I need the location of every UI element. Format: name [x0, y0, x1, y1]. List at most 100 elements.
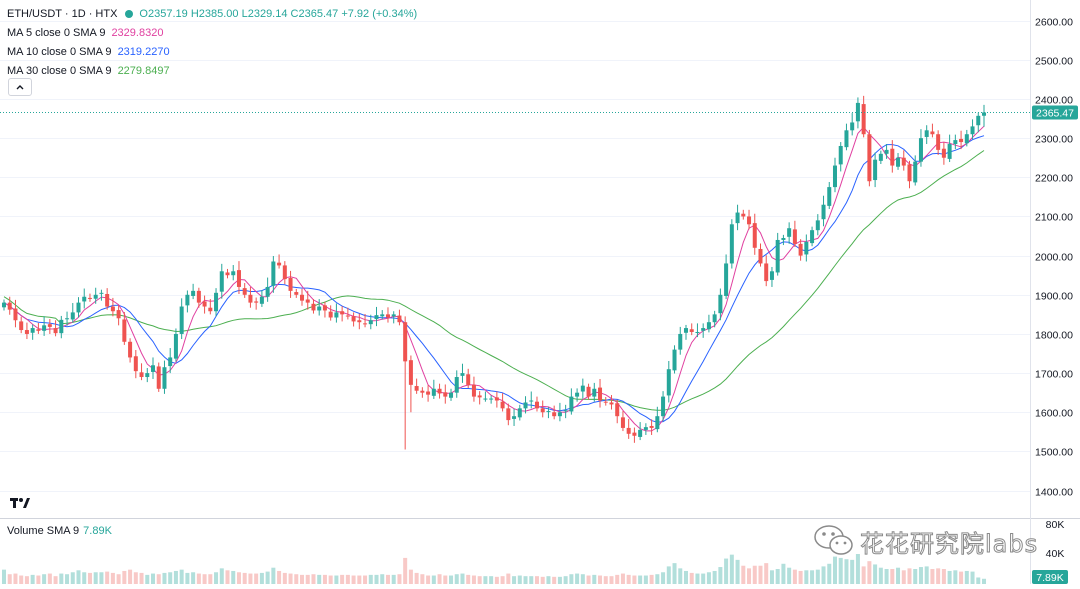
price-axis[interactable]: 1400.00 1500.00 1600.00 1700.00 1800.00 1900.…: [1035, 17, 1073, 499]
volume-bar: [769, 570, 774, 584]
candle: [351, 312, 356, 327]
volume-bar: [282, 572, 287, 584]
volume-bar: [884, 569, 889, 584]
volume-bar: [426, 575, 431, 584]
volume-bar: [105, 571, 110, 584]
volume-bar: [655, 574, 660, 584]
candle: [517, 404, 522, 421]
volume-bar: [718, 567, 723, 584]
volume-bar: [936, 568, 941, 584]
candle: [19, 316, 24, 334]
volume-bar: [850, 559, 855, 584]
candle: [179, 298, 184, 340]
volume-bar: [598, 575, 603, 584]
candle: [701, 323, 706, 338]
candle: [151, 357, 156, 379]
candle: [42, 316, 47, 336]
ma30-legend[interactable]: MA 30 close 0 SMA 9 2279.8497: [7, 62, 417, 81]
price-tick-label: 2500.00: [1035, 56, 1073, 68]
candle: [431, 379, 436, 399]
candle: [202, 295, 207, 314]
candle: [781, 234, 786, 246]
candle: [317, 299, 322, 316]
volume-bar: [42, 574, 47, 584]
candle: [420, 387, 425, 398]
volume-bar: [414, 572, 419, 584]
candle: [724, 254, 729, 300]
volume-bar: [970, 571, 975, 584]
volume-bar: [609, 576, 614, 584]
volume-bar: [288, 573, 293, 584]
candle: [598, 378, 603, 408]
volume-bar: [351, 575, 356, 584]
candle: [1, 299, 7, 311]
volume-bar: [494, 576, 499, 584]
candle: [397, 309, 402, 326]
candle: [878, 150, 883, 164]
volume-bar: [896, 567, 901, 584]
candle: [718, 288, 723, 321]
volume-bar: [368, 574, 373, 584]
candle: [483, 391, 488, 402]
candle: [259, 290, 264, 307]
volume-bar: [792, 569, 797, 584]
volume-bar: [156, 574, 161, 584]
volume-bar: [546, 576, 551, 584]
candle: [981, 104, 987, 127]
price-tick-label: 1700.00: [1035, 369, 1073, 381]
volume-bars: [1, 554, 987, 584]
candle: [403, 316, 408, 450]
volume-bar: [420, 574, 425, 584]
candle: [810, 226, 815, 247]
candle: [523, 396, 528, 414]
volume-bar: [437, 574, 442, 584]
ma5-legend[interactable]: MA 5 close 0 SMA 9 2329.8320: [7, 24, 417, 43]
volume-bar: [827, 563, 832, 584]
ma30-value: 2279.8497: [117, 65, 170, 77]
high-value: H2385.00: [190, 8, 239, 20]
volume-bar: [19, 575, 24, 584]
candle: [552, 405, 557, 420]
volume-bar: [225, 570, 230, 584]
tradingview-logo[interactable]: [8, 492, 32, 512]
candle: [747, 209, 752, 230]
volume-legend[interactable]: Volume SMA 9 7.89K: [7, 525, 112, 537]
collapse-legend-button[interactable]: [8, 78, 32, 96]
candle: [970, 119, 975, 140]
candle: [460, 363, 465, 383]
ma10-legend[interactable]: MA 10 close 0 SMA 9 2319.2270: [7, 43, 417, 62]
candle: [345, 307, 350, 320]
candle: [804, 234, 809, 262]
volume-bar: [924, 566, 929, 584]
volume-bar: [1, 569, 7, 584]
symbol-title[interactable]: ETH/USDT · 1D · HTX: [7, 8, 118, 20]
candle: [901, 150, 906, 171]
volume-bar: [30, 574, 35, 584]
candle: [24, 322, 29, 340]
volume-bar: [340, 574, 345, 584]
candle: [638, 422, 643, 441]
open-value: O2357.19: [139, 8, 188, 20]
volume-bar: [489, 576, 494, 584]
last-price-label: 2365.47: [1036, 108, 1074, 120]
candle: [300, 288, 305, 306]
volume-bar: [477, 576, 482, 584]
candle: [454, 370, 459, 398]
candle: [414, 378, 419, 394]
volume-bar: [603, 576, 608, 584]
ma5-line: [3, 125, 985, 432]
candle: [930, 123, 935, 138]
volume-bar: [878, 567, 883, 584]
candle: [47, 319, 52, 334]
watermark-text: 花花研究院labs: [859, 530, 1039, 559]
candle: [666, 360, 671, 403]
volume-axis[interactable]: 80K 40K: [1046, 519, 1065, 560]
volume-bar: [214, 572, 219, 584]
candle: [173, 328, 178, 362]
volume-bar: [683, 570, 688, 584]
candle: [110, 297, 115, 317]
price-tick-label: 2600.00: [1035, 17, 1073, 29]
candle: [70, 303, 75, 323]
